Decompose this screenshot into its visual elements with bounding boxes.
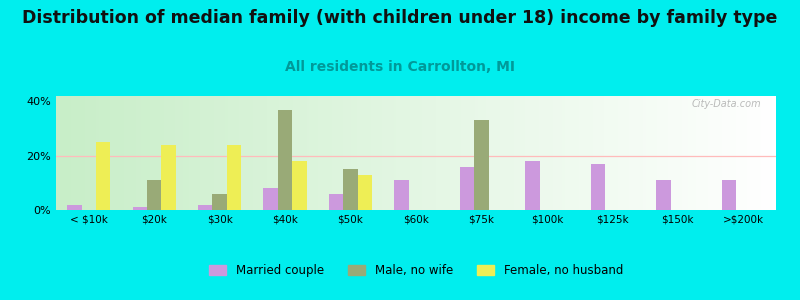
Bar <box>656 180 670 210</box>
Bar <box>590 164 605 210</box>
Bar <box>198 205 213 210</box>
Text: Distribution of median family (with children under 18) income by family type: Distribution of median family (with chil… <box>22 9 778 27</box>
Bar <box>394 180 409 210</box>
Legend: Married couple, Male, no wife, Female, no husband: Married couple, Male, no wife, Female, n… <box>204 259 628 282</box>
Bar <box>96 142 110 210</box>
Bar <box>147 180 162 210</box>
Bar <box>526 161 540 210</box>
Bar <box>343 169 358 210</box>
Bar <box>292 161 306 210</box>
Bar <box>358 175 372 210</box>
Bar <box>213 194 227 210</box>
Bar <box>162 145 176 210</box>
Bar <box>722 180 736 210</box>
Bar <box>474 120 489 210</box>
Text: City-Data.com: City-Data.com <box>692 99 762 110</box>
Bar <box>329 194 343 210</box>
Bar <box>278 110 292 210</box>
Bar <box>460 167 474 210</box>
Bar <box>263 188 278 210</box>
Bar <box>133 207 147 210</box>
Bar <box>67 205 82 210</box>
Text: All residents in Carrollton, MI: All residents in Carrollton, MI <box>285 60 515 74</box>
Bar <box>227 145 242 210</box>
